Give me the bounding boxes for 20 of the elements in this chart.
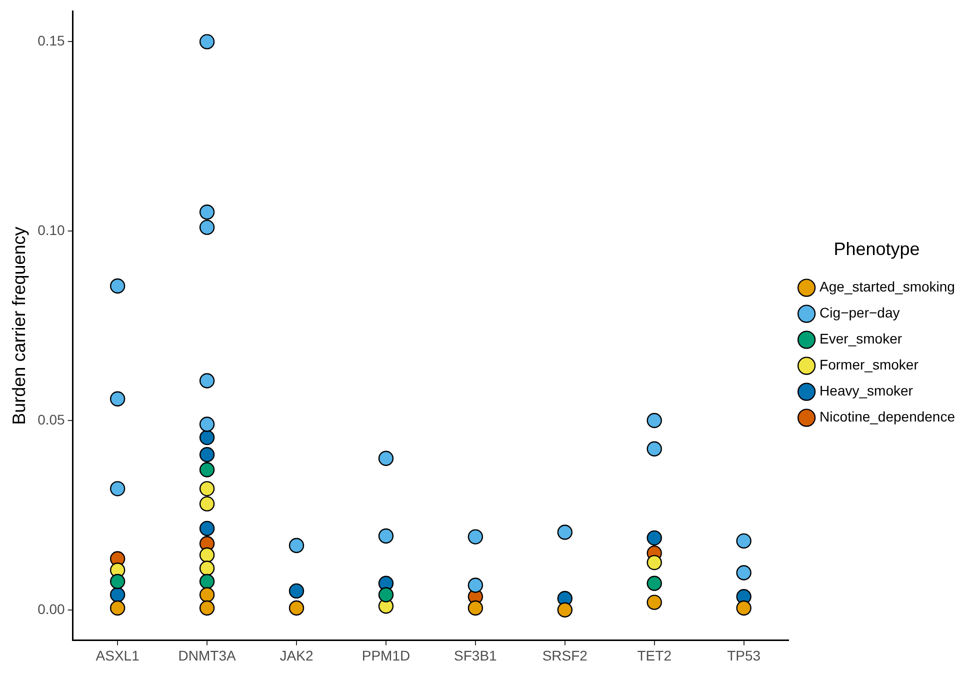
x-tick-label: PPM1D bbox=[362, 647, 410, 664]
legend-label: Former_smoker bbox=[820, 356, 919, 373]
legend-label: Age_started_smoking bbox=[820, 278, 955, 295]
x-tick-label: ASXL1 bbox=[96, 647, 140, 664]
x-tick-label: JAK2 bbox=[280, 647, 314, 664]
legend-label: Heavy_smoker bbox=[820, 382, 914, 399]
y-axis-title: Burden carrier frequency bbox=[8, 226, 29, 425]
x-tick-label: DNMT3A bbox=[178, 647, 236, 664]
legend-label: Ever_smoker bbox=[820, 330, 902, 347]
y-tick-label: 0.15 bbox=[38, 32, 66, 49]
legend-label: Nicotine_dependence bbox=[820, 408, 956, 425]
legend-label: Cig−per−day bbox=[820, 304, 900, 321]
x-tick-label: SRSF2 bbox=[542, 647, 588, 664]
y-tick-label: 0.00 bbox=[38, 600, 66, 617]
legend-title: Phenotype bbox=[834, 239, 920, 260]
y-tick-label: 0.05 bbox=[38, 411, 66, 428]
x-tick-label: SF3B1 bbox=[454, 647, 498, 664]
y-tick-label: 0.10 bbox=[38, 222, 66, 238]
x-tick-label: TP53 bbox=[727, 647, 761, 664]
x-tick-label: TET2 bbox=[637, 647, 672, 664]
